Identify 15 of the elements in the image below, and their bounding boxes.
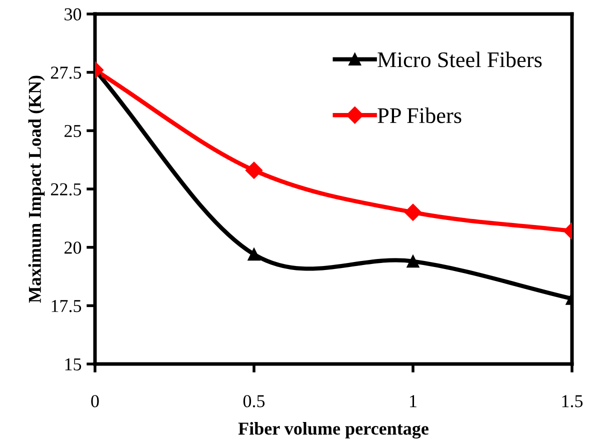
x-axis-title: Fiber volume percentage [238, 422, 428, 439]
y-tick-label: 17.5 [52, 300, 82, 312]
y-tick-label: 25 [64, 124, 82, 138]
legend-label: PP Fibers [378, 107, 462, 124]
y-axis-title: Maximum Impact Load (KN) [28, 76, 45, 303]
x-tick-label: 1.5 [562, 395, 583, 408]
x-tick-label: 0 [91, 395, 99, 408]
y-tick-label: 22.5 [51, 183, 82, 196]
legend-label: Micro Steel Fibers [378, 52, 542, 68]
x-tick-label: 0.5 [243, 395, 265, 408]
y-tick-label: 30 [64, 8, 82, 20]
y-tick-label: 27.5 [51, 66, 82, 79]
x-tick-label: 1 [410, 395, 416, 408]
y-tick-label: 20 [64, 242, 82, 254]
y-tick-label: 15 [65, 358, 82, 370]
